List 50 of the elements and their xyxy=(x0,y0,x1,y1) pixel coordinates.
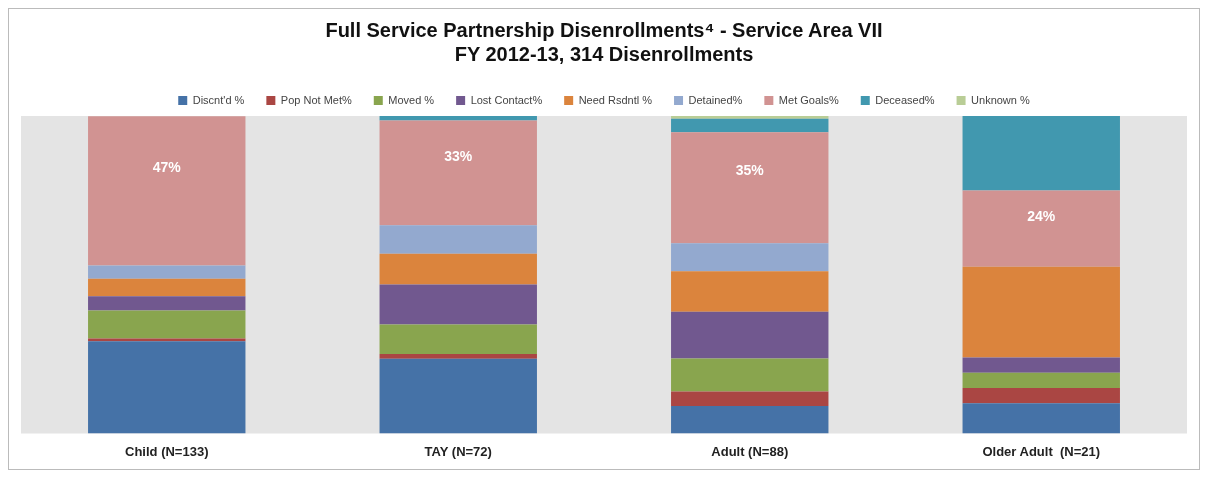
bar xyxy=(962,116,1120,191)
chart-title: Full Service Partnership Disenrollments⁴ - Service Area VII xyxy=(325,18,883,41)
bar xyxy=(88,116,246,266)
bar xyxy=(671,271,829,312)
legend-label: Deceased% xyxy=(875,93,935,106)
bar xyxy=(379,116,537,121)
bar xyxy=(962,372,1120,389)
data-label: 47% xyxy=(152,159,182,176)
legend-label: Lost Contact% xyxy=(470,93,543,106)
bar xyxy=(88,278,246,297)
x-tick-label: Adult (N=88) xyxy=(711,443,789,459)
data-label: 24% xyxy=(1027,208,1056,225)
bar xyxy=(88,341,246,434)
bar xyxy=(671,116,829,119)
bar xyxy=(671,406,829,434)
data-label: 33% xyxy=(444,147,473,164)
legend-label: Discnt'd % xyxy=(192,93,245,106)
bar xyxy=(671,132,829,244)
bar xyxy=(671,391,829,407)
bar xyxy=(88,338,246,342)
bar xyxy=(962,190,1120,267)
bar xyxy=(88,310,246,339)
bar xyxy=(379,358,537,434)
x-tick-label: Child (N=133) xyxy=(125,443,209,459)
data-label: 35% xyxy=(735,161,765,178)
bar xyxy=(671,358,829,392)
legend-label: Need Rsdntl % xyxy=(578,93,653,106)
bar xyxy=(379,253,537,285)
x-tick-label: Older Adult (N=21) xyxy=(982,443,1101,459)
legend-label: Met Goals% xyxy=(778,93,839,106)
bar xyxy=(671,243,829,272)
legend-label: Pop Not Met% xyxy=(280,93,352,106)
bar xyxy=(962,357,1120,373)
bar xyxy=(962,266,1120,358)
x-tick-label: TAY (N=72) xyxy=(424,443,492,459)
bar xyxy=(379,225,537,254)
legend-label: Moved % xyxy=(388,93,435,106)
bar xyxy=(671,311,829,359)
legend-label: Unknown % xyxy=(971,93,1030,106)
bar xyxy=(379,284,537,325)
bar xyxy=(671,118,829,133)
bar xyxy=(88,265,246,279)
bar xyxy=(379,324,537,355)
bar xyxy=(88,296,246,311)
chart-subtitle: FY 2012-13, 314 Disenrollments xyxy=(454,42,754,65)
bar xyxy=(379,354,537,359)
legend-label: Detained% xyxy=(688,93,743,106)
bar xyxy=(379,120,537,226)
bar xyxy=(962,388,1120,404)
bar xyxy=(962,403,1120,434)
